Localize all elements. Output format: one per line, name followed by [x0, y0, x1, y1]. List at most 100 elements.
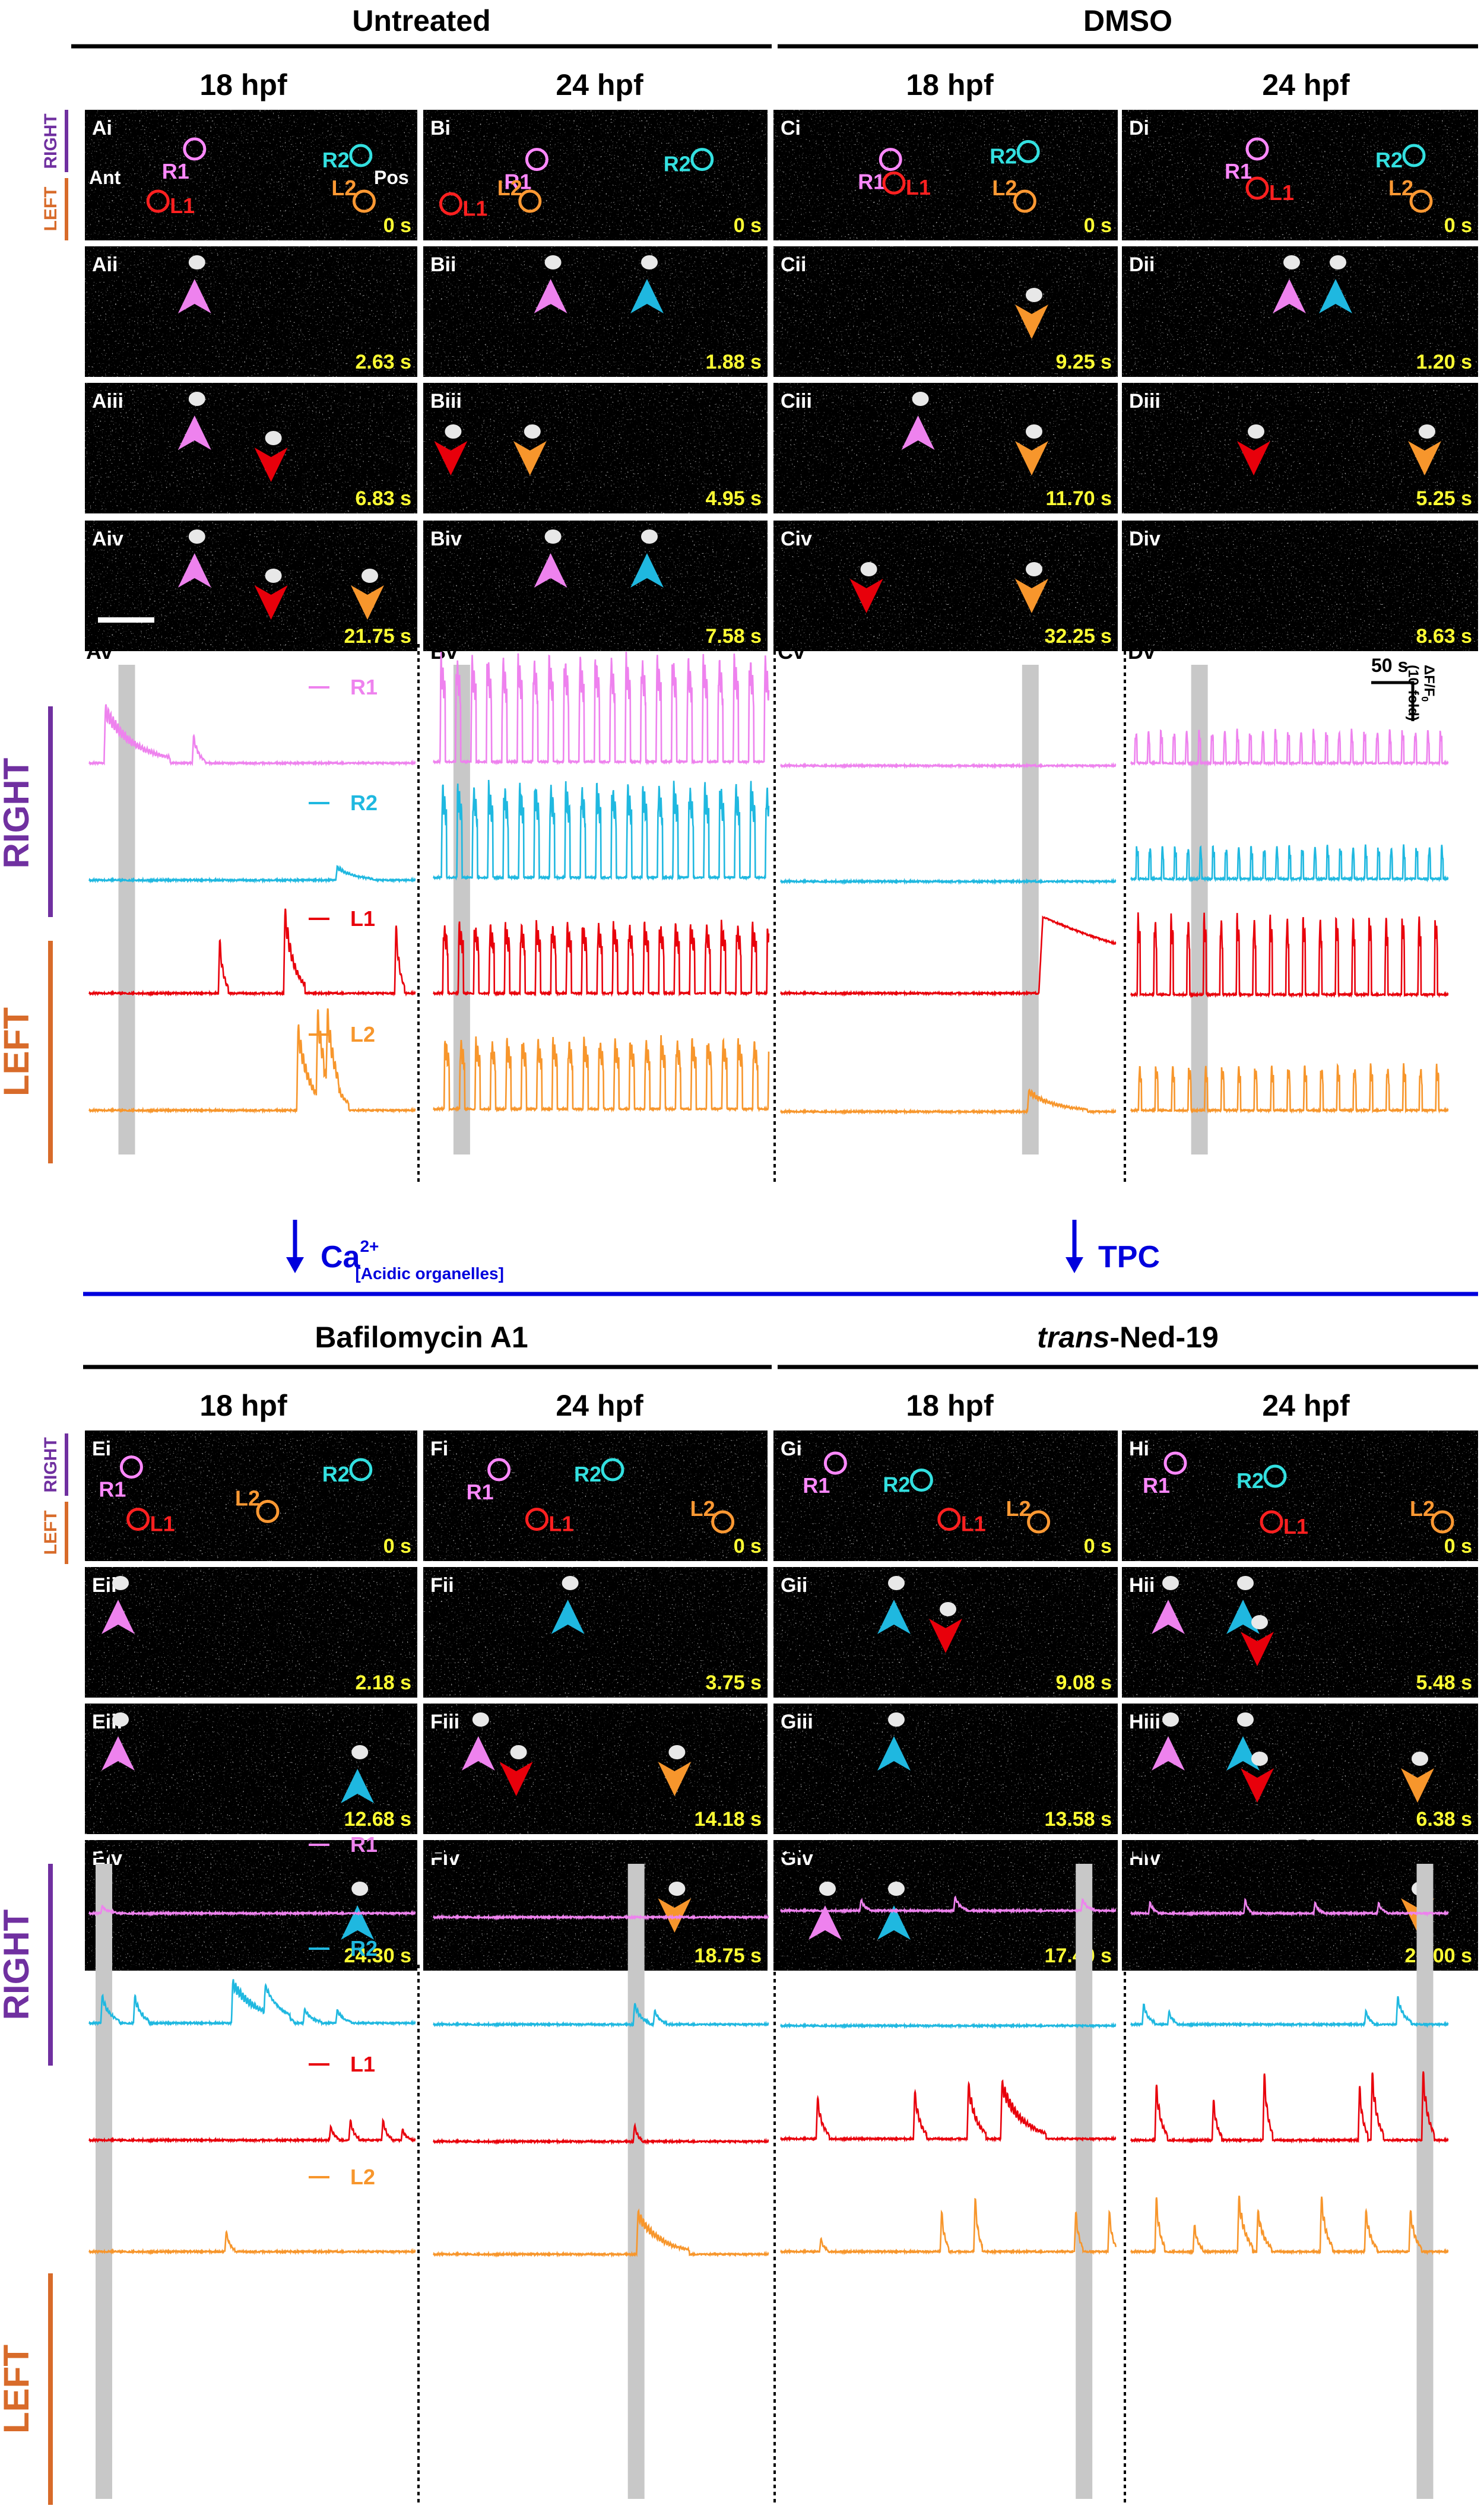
panel-label: Gi: [781, 1438, 802, 1460]
cell-spot: [641, 529, 658, 544]
panel-label: Dii: [1129, 253, 1155, 276]
trace-r2: [88, 865, 416, 884]
time-label: 3.75 s: [705, 1671, 762, 1694]
trace-panel-a: Av R1 R2 L1 L2: [86, 639, 416, 1154]
trace-panel-c: Cv: [778, 639, 1117, 1154]
stim-window: [1022, 665, 1039, 1154]
panel-label: Ai: [92, 117, 112, 139]
image-panel-bi: Bi 0 s R1 R2 L1 L2: [423, 110, 768, 240]
panel-noise: [85, 1704, 417, 1834]
header-untreated: Untreated: [71, 4, 772, 49]
arrowhead-r1: [461, 1736, 495, 1771]
cell-spot: [1251, 1615, 1268, 1629]
arrowhead-r2: [630, 553, 664, 588]
time-label: 0 s: [1444, 1535, 1472, 1558]
roi-label-r1: R1: [803, 1473, 830, 1498]
cell-spot: [1162, 1576, 1179, 1590]
arrow-tpc-label: TPC: [1098, 1240, 1160, 1274]
cell-spot: [1412, 1752, 1428, 1766]
trace-r2: [88, 1979, 416, 2027]
arrowhead-r2: [1226, 1736, 1260, 1771]
stim-window: [1076, 1864, 1093, 2499]
time-label: 9.08 s: [1055, 1671, 1112, 1694]
panel-label: Hi: [1129, 1438, 1149, 1460]
arrow-tpc: TPC: [1066, 1220, 1160, 1274]
trace-panel-h: Hv: [1128, 1838, 1449, 2499]
image-panel-civ: Civ 32.25 s: [773, 521, 1118, 651]
image-panel-fiii: Fiii 14.18 s: [423, 1704, 768, 1834]
roi-circle-l1: [1245, 176, 1269, 200]
trace-panel-label: Bv: [430, 639, 458, 664]
panel-label: Aiv: [92, 528, 123, 550]
cell-spot: [860, 562, 877, 576]
cell-spot: [641, 255, 658, 269]
trace-panel-b: Bv: [430, 639, 770, 1154]
trace-l2: [780, 2197, 1117, 2256]
image-panel-di: Di 0 s R1 R2 L1 L2: [1122, 110, 1478, 240]
panel-noise: [85, 521, 417, 651]
stage-d: 24 hpf: [1262, 68, 1350, 101]
arrowhead-l1: [254, 448, 288, 482]
trace-l2: [88, 1008, 416, 1114]
panel-noise: [423, 1567, 768, 1698]
image-panel-diii: Diii 5.25 s: [1122, 383, 1478, 513]
roi-circle-l1: [126, 1508, 150, 1531]
panel-label: Fi: [430, 1438, 448, 1460]
trace-panel-label: Hv: [1128, 1838, 1155, 1863]
panel-noise: [1122, 1704, 1478, 1834]
panel-label: Fiii: [430, 1711, 459, 1733]
roi-label-r1: R1: [1225, 159, 1252, 183]
cell-spot: [362, 569, 378, 583]
roi-label-l2: L2: [1006, 1496, 1031, 1521]
panel-label: Giv: [781, 1847, 813, 1870]
cell-spot: [912, 392, 929, 406]
arrowhead-r1: [177, 553, 211, 588]
panel-label: Biv: [430, 528, 462, 550]
legend-l1: L1: [350, 2052, 375, 2076]
panel-label: Ciii: [781, 390, 812, 413]
cell-spot: [888, 1712, 905, 1727]
panel-label: Bii: [430, 253, 456, 276]
panel-noise: [1122, 246, 1478, 377]
arrowhead-l1: [499, 1762, 533, 1796]
roi-circle-r1: [525, 148, 548, 172]
image-panel-aiv: Aiv 21.75 s: [85, 521, 417, 651]
side-right-trace-bottom: RIGHT: [0, 1909, 36, 2020]
roi-circle-r2: [1402, 144, 1426, 167]
arrowhead-l1: [849, 579, 883, 613]
time-label: 21.00 s: [1405, 1945, 1472, 1967]
panel-noise: [773, 521, 1118, 651]
image-panel-fi: Fi 0 s R1 R2 L1 L2: [423, 1430, 768, 1561]
roi-circle-r2: [601, 1458, 624, 1482]
roi-label-l1: L1: [906, 175, 931, 199]
time-label: 13.58 s: [1045, 1808, 1112, 1831]
trace-r2: [433, 2003, 769, 2028]
time-label: 12.68 s: [344, 1808, 411, 1831]
time-label: 0 s: [383, 1535, 411, 1558]
cell-spot: [1162, 1712, 1179, 1727]
image-panels: Ai 0 s R1 R2 L1 L2 Aii 2.63 s Aiii 6.83 s Aiv 21.75…: [85, 110, 1478, 1971]
trace-r2: [1130, 1996, 1449, 2028]
roi-label-r1: R1: [467, 1480, 494, 1504]
stage-c: 18 hpf: [906, 68, 994, 101]
roi-label-r1: R1: [162, 159, 189, 183]
stage-f: 24 hpf: [556, 1389, 643, 1422]
roi-circle-r2: [909, 1468, 933, 1492]
roi-circle-r1: [879, 148, 902, 172]
panel-noise: [423, 521, 768, 651]
roi-circle-r1: [1163, 1451, 1187, 1475]
arrowhead-r1: [1273, 279, 1306, 313]
trace-l1: [88, 2117, 416, 2144]
title-ned19: trans-Ned-19: [1037, 1321, 1219, 1354]
side-bars-top-images: RIGHT LEFT: [41, 110, 68, 240]
side-left-trace-bottom: LEFT: [0, 2345, 36, 2434]
panel-noise: [1122, 521, 1478, 651]
title-ned19-rest: -Ned-19: [1109, 1321, 1218, 1354]
cell-spot: [112, 1576, 129, 1590]
arrow-ca-main: Ca: [321, 1240, 361, 1274]
trace-l2: [433, 2208, 769, 2258]
panel-label: Ci: [781, 117, 801, 139]
roi-circle-l2: [1013, 189, 1036, 213]
side-right-img-bottom: RIGHT: [41, 1437, 61, 1492]
